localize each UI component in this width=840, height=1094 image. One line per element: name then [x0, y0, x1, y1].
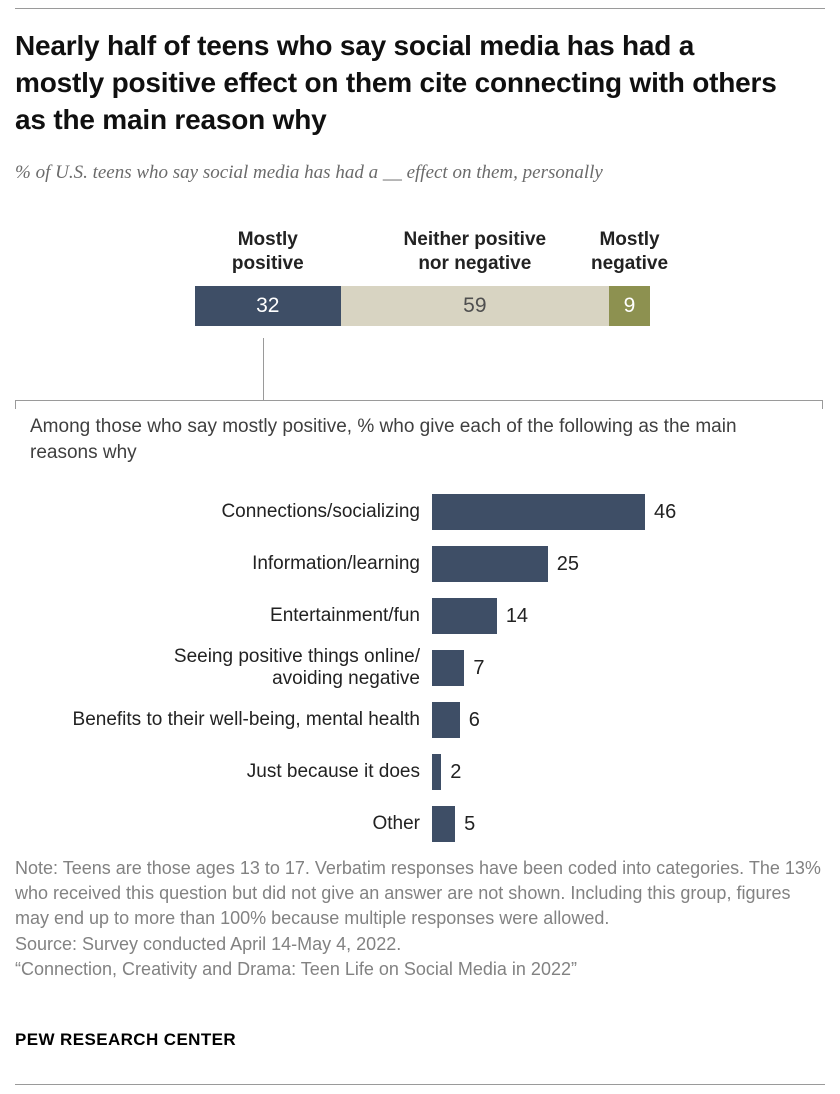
bar-label: Other: [372, 813, 420, 835]
bar-label: Connections/socializing: [221, 501, 420, 523]
bar-row: Benefits to their well-being, mental hea…: [15, 694, 827, 746]
segment-mostly-negative: 9: [609, 285, 650, 326]
stacked-bar: 32 59 9: [195, 285, 650, 326]
bar-row: Other 5: [15, 798, 827, 850]
report-title: “Connection, Creativity and Drama: Teen …: [15, 958, 577, 979]
bar: [432, 806, 456, 842]
stacked-bar-chart: Mostly positive Neither positive nor neg…: [195, 228, 668, 326]
bar: [432, 702, 460, 738]
note-text: Note: Teens are those ages 13 to 17. Ver…: [15, 858, 821, 929]
bracket-line: [15, 400, 823, 409]
bar-label: Entertainment/fun: [270, 605, 420, 627]
segment-mostly-positive: 32: [195, 285, 341, 326]
bottom-divider: [15, 1084, 825, 1085]
bar: [432, 598, 497, 634]
bar-label: Just because it does: [246, 761, 420, 783]
segment-value: 9: [623, 293, 636, 317]
segment-value: 59: [463, 293, 487, 317]
connector-line: [263, 338, 264, 400]
bar: [432, 494, 645, 530]
footnotes: Note: Teens are those ages 13 to 17. Ver…: [15, 856, 829, 982]
segment-neither: 59: [340, 285, 610, 326]
bar-row: Information/learning 25: [15, 538, 827, 590]
chart-title: Nearly half of teens who say social medi…: [15, 30, 777, 135]
bar: [432, 754, 442, 790]
segment-label-cell: Neither positive nor negative: [341, 228, 609, 276]
breakdown-bar-chart: Connections/socializing 46 Information/l…: [15, 486, 827, 850]
chart-subtitle: % of U.S. teens who say social media has…: [15, 162, 603, 183]
bar-label: Information/learning: [252, 553, 420, 575]
bar-value: 6: [468, 708, 480, 731]
bar-value: 46: [653, 500, 677, 523]
bar-row: Seeing positive things online/ avoiding …: [15, 642, 827, 694]
segment-label-cell: Mostly negative: [591, 228, 668, 276]
segment-label-mostly-negative: Mostly negative: [590, 229, 669, 274]
bar-value: 5: [464, 812, 476, 835]
bar-label: Benefits to their well-being, mental hea…: [72, 709, 420, 731]
bar: [432, 546, 548, 582]
segment-label-mostly-positive: Mostly positive: [231, 229, 304, 274]
top-divider: [15, 8, 825, 9]
source-text: Source: Survey conducted April 14-May 4,…: [15, 933, 402, 954]
bar-row: Just because it does 2: [15, 746, 827, 798]
bar-value: 25: [556, 552, 579, 575]
breakdown-intro: Among those who say mostly positive, % w…: [30, 416, 737, 463]
bar-value: 7: [473, 656, 485, 679]
bar: [432, 650, 465, 686]
segment-label-cell: Mostly positive: [195, 228, 341, 276]
bar-row: Connections/socializing 46: [15, 486, 827, 538]
segment-label-neither: Neither positive nor negative: [403, 229, 547, 274]
segment-value: 32: [256, 293, 280, 317]
brand-footer: PEW RESEARCH CENTER: [15, 1030, 237, 1049]
bar-row: Entertainment/fun 14: [15, 590, 827, 642]
bar-value: 14: [505, 604, 529, 627]
bar-value: 2: [450, 760, 462, 783]
stacked-bar-labels: Mostly positive Neither positive nor neg…: [195, 228, 668, 276]
bar-label: Seeing positive things online/ avoiding …: [173, 646, 420, 689]
